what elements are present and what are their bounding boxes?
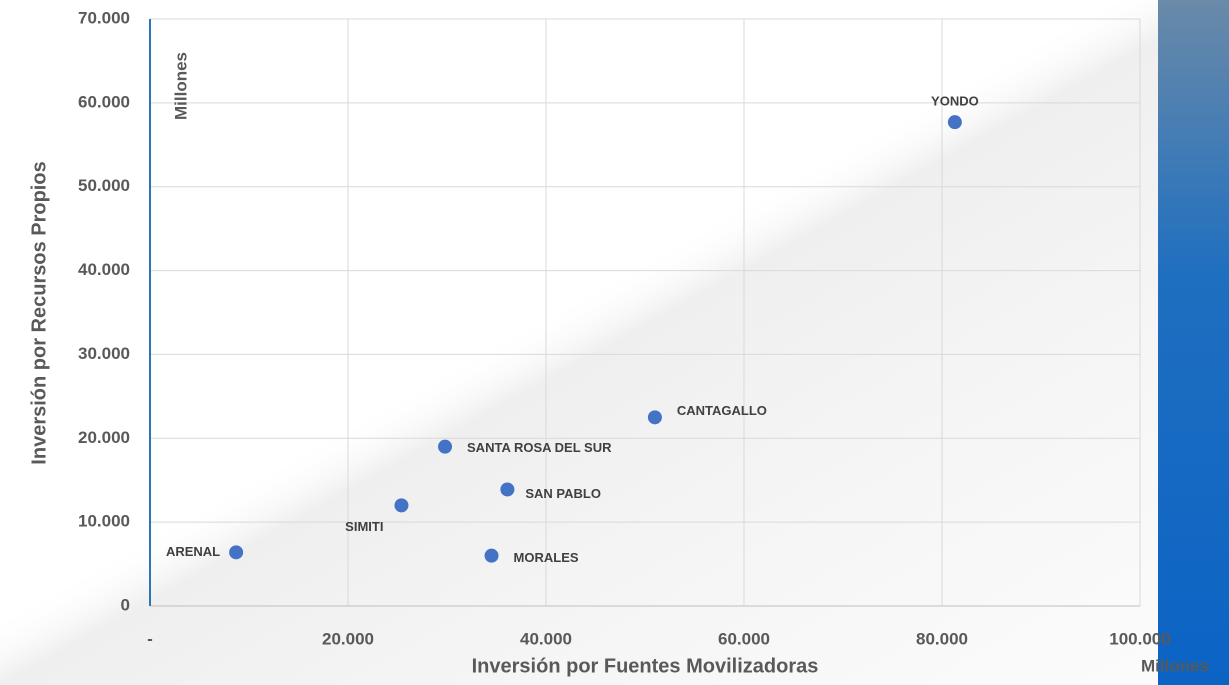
point (438, 439, 453, 454)
y-tick-label: 20.000 (78, 428, 130, 447)
y-tick-label: 70.000 (78, 8, 130, 27)
point (947, 115, 962, 130)
point-label: MORALES (514, 550, 579, 565)
point (484, 548, 499, 563)
point (647, 410, 662, 425)
point-label: ARENAL (166, 544, 220, 559)
point-label: YONDO (931, 94, 979, 109)
point-label: SAN PABLO (525, 486, 601, 501)
x-tick-label: 60.000 (718, 629, 770, 648)
point (229, 545, 244, 560)
point-label: SIMITI (345, 519, 383, 534)
y-tick-label: 0 (121, 595, 130, 614)
y-tick-label: 50.000 (78, 176, 130, 195)
point (500, 482, 515, 497)
point (394, 498, 409, 513)
x-tick-label: 80.000 (916, 629, 968, 648)
decor-strip (1158, 0, 1229, 685)
x-unit: Millones (1141, 656, 1209, 675)
point-label: SANTA ROSA DEL SUR (467, 440, 612, 455)
y-tick-label: 40.000 (78, 260, 130, 279)
point-label: CANTAGALLO (677, 403, 767, 418)
x-tick-label: - (147, 629, 153, 648)
x-tick-label: 100.000 (1109, 629, 1170, 648)
y-tick-label: 30.000 (78, 344, 130, 363)
y-tick-label: 60.000 (78, 92, 130, 111)
y-tick-label: 10.000 (78, 512, 130, 531)
plot: 0 10.000 20.000 30.000 40.000 50.000 60.000 70.… (78, 8, 1171, 648)
x-axis-title: Inversión por Fuentes Movilizadoras (472, 655, 819, 677)
y-unit: Millones (171, 52, 190, 120)
y-axis-title: Inversión por Recursos Propios (28, 161, 50, 464)
x-tick-label: 40.000 (520, 629, 572, 648)
x-tick-label: 20.000 (322, 629, 374, 648)
